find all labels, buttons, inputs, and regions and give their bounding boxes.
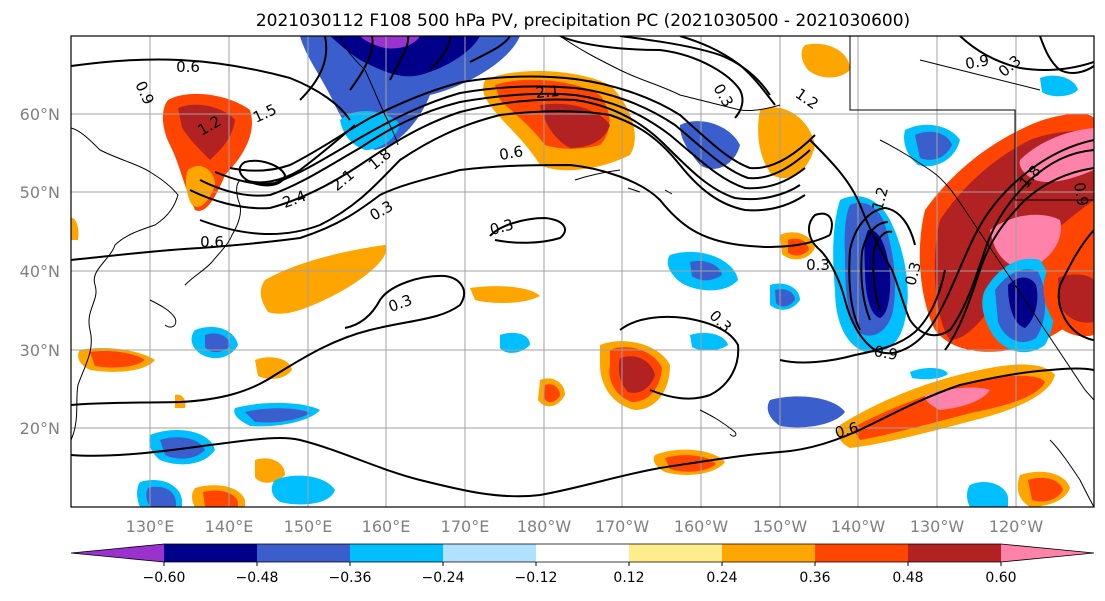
pv-contour xyxy=(71,274,465,406)
lon-label: 140°E xyxy=(205,517,254,536)
lon-label: 130°W xyxy=(910,517,965,536)
colorbar-tick-label: −0.36 xyxy=(329,570,372,586)
colorbar-tick-label: 0.60 xyxy=(985,570,1016,586)
pv-contour xyxy=(619,36,771,96)
pv-contour xyxy=(244,124,356,184)
pv-contour xyxy=(848,206,916,331)
contour-label: 1.2 xyxy=(868,185,892,213)
kamchatka-coastline xyxy=(339,36,399,146)
pv-contour xyxy=(299,36,511,101)
pv-contour xyxy=(489,216,566,244)
lon-labels: 130°E 140°E 150°E 160°E 170°E 180°W 170°… xyxy=(126,517,1044,536)
colorbar-tick-label: 0.24 xyxy=(706,570,737,586)
lat-labels: 60°N 50°N 40°N 30°N 20°N xyxy=(20,105,60,438)
colorbar-tick-label: −0.12 xyxy=(515,570,558,586)
alaska-coastline xyxy=(559,36,781,111)
lat-label: 40°N xyxy=(20,262,60,281)
colorbar-segment xyxy=(350,544,444,562)
pv-contour xyxy=(679,36,776,106)
contour-label: 0.6 xyxy=(833,418,861,442)
contour-label: 0.3 xyxy=(488,215,516,239)
lon-label: 160°W xyxy=(674,517,729,536)
pv-contour xyxy=(959,36,1094,71)
colorbar-segment xyxy=(257,544,351,562)
colorbar-segment xyxy=(815,544,909,562)
map-area: 0.6 0.9 1.2 1.5 2.4 2.1 1.8 0.3 0.6 0.3 … xyxy=(71,36,1094,507)
lat-label: 60°N xyxy=(20,105,60,124)
lon-label: 150°W xyxy=(753,517,808,536)
contour-label: 0.6 xyxy=(176,58,200,76)
lon-label: 120°W xyxy=(989,517,1044,536)
colorbar: −0.60 −0.48 −0.36 −0.24 −0.12 0.12 0.24 0.36 0.4… xyxy=(70,543,1095,586)
pv-contour xyxy=(189,98,801,210)
lat-label: 50°N xyxy=(20,183,60,202)
colorbar-segment xyxy=(908,544,1002,562)
pv-contour xyxy=(860,221,889,321)
lon-label: 170°W xyxy=(595,517,650,536)
colorbar-segment xyxy=(71,544,164,562)
pv-contour xyxy=(809,139,1094,337)
pv-contour xyxy=(71,58,351,121)
contour-label: 0.9 xyxy=(1070,181,1092,208)
pv-contour xyxy=(199,110,806,236)
contour-label: 0.3 xyxy=(901,260,925,288)
pv-contour xyxy=(1057,229,1094,341)
pv-contours xyxy=(71,36,1094,498)
lon-label: 180°W xyxy=(517,517,572,536)
pv-contour xyxy=(779,269,946,364)
colorbar-tick-label: −0.48 xyxy=(236,570,279,586)
colorbar-segment xyxy=(722,544,816,562)
graticule xyxy=(71,36,1094,507)
map-title: 2021030112 F108 500 hPa PV, precipitatio… xyxy=(256,11,910,31)
pv-contour xyxy=(619,315,740,400)
pv-contour xyxy=(199,92,806,197)
lat-label: 20°N xyxy=(20,419,60,438)
japan-coastline xyxy=(184,179,241,286)
asia-coastline xyxy=(71,127,179,441)
contour-label: 0.6 xyxy=(200,233,224,251)
colorbar-segment xyxy=(164,544,258,562)
lon-label: 150°E xyxy=(284,517,333,536)
pv-contour xyxy=(229,75,816,172)
pv-contour xyxy=(71,367,1094,498)
colorbar-tick-label: −0.60 xyxy=(143,570,186,586)
pv-contour xyxy=(872,230,893,311)
colorbar-tick-label: 0.36 xyxy=(799,570,830,586)
colorbar-segment xyxy=(536,544,630,562)
contour-label: 0.9 xyxy=(964,51,991,73)
pv-contour xyxy=(71,163,831,261)
colorbar-tick-label: −0.24 xyxy=(422,570,465,586)
pv-contour xyxy=(238,159,287,187)
contour-label: 0.9 xyxy=(873,342,900,364)
pv-contour xyxy=(214,85,811,185)
pv-contour xyxy=(559,36,744,119)
coastlines xyxy=(71,36,1094,507)
colorbar-tick-label: 0.48 xyxy=(892,570,923,586)
contour-label: 0.6 xyxy=(498,142,525,164)
pv-contour xyxy=(944,167,1094,351)
contour-label: 2.1 xyxy=(535,82,560,102)
colorbar-segment xyxy=(443,544,537,562)
lat-label: 30°N xyxy=(20,341,60,360)
map-frame xyxy=(70,35,1095,508)
na-coastline xyxy=(849,36,1094,201)
pv-contour xyxy=(808,139,1094,355)
colorbar-segment xyxy=(1001,544,1094,562)
lon-label: 160°E xyxy=(362,517,411,536)
lon-label: 170°E xyxy=(441,517,490,536)
contour-label: 0.3 xyxy=(806,256,830,274)
lon-label: 130°E xyxy=(126,517,175,536)
colorbar-segment xyxy=(629,544,723,562)
lon-label: 140°W xyxy=(831,517,886,536)
colorbar-tick-label: 0.12 xyxy=(613,570,644,586)
